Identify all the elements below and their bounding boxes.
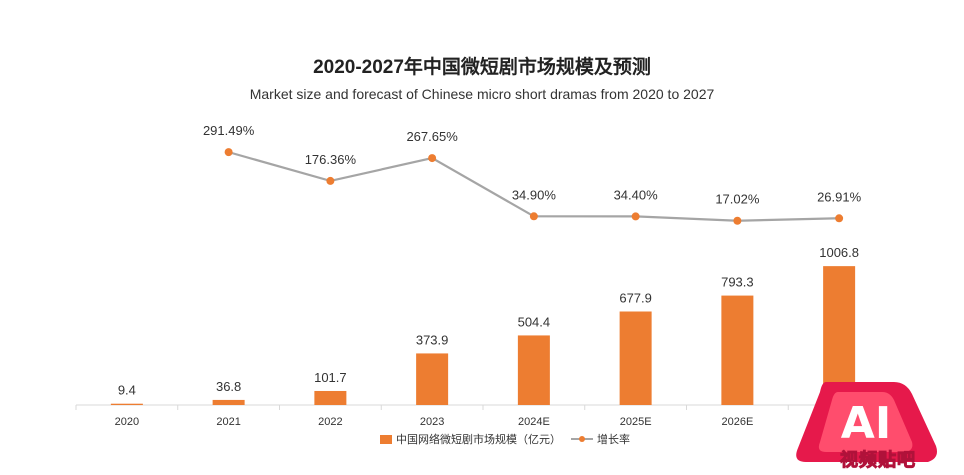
bar-label-2023: 373.9 — [416, 332, 449, 347]
x-tick-label-2023: 2023 — [420, 416, 444, 428]
legend: 中国网络微短剧市场规模（亿元） 增长率 — [380, 431, 630, 447]
bar-2025E — [619, 311, 652, 405]
growth-label-2021: 291.49% — [203, 123, 255, 138]
growth-point-2027E — [835, 214, 844, 223]
bar-label-2027E: 1006.8 — [819, 245, 859, 260]
bar-2020 — [110, 403, 143, 405]
growth-label-2022: 176.36% — [305, 152, 357, 167]
legend-label-growth-rate: 增长率 — [597, 434, 630, 446]
x-tick-label-2020: 2020 — [115, 416, 139, 428]
x-tick-label-2021: 2021 — [216, 416, 240, 428]
x-tick-label-2022: 2022 — [318, 416, 342, 428]
chart-title: 2020-2027年中国微短剧市场规模及预测 — [313, 57, 651, 78]
growth-label-2026E: 17.02% — [715, 192, 760, 207]
bar-2022 — [314, 390, 347, 405]
growth-point-2025E — [631, 212, 640, 221]
legend-item-growth-rate: 增长率 — [571, 431, 630, 447]
bar-label-2022: 101.7 — [314, 370, 347, 385]
watermark-text: 视频贴吧 — [840, 450, 916, 471]
bar-2027E — [823, 266, 856, 405]
bar-2026E — [721, 295, 754, 405]
growth-point-2024E — [529, 212, 538, 221]
bar-2021 — [212, 399, 245, 405]
legend-bar-swatch — [380, 434, 392, 444]
growth-label-2024E: 34.90% — [512, 187, 557, 202]
legend-item-market-size: 中国网络微短剧市场规模（亿元） — [380, 431, 561, 447]
watermark-badge-text: AI — [841, 398, 891, 449]
legend-label-market-size: 中国网络微短剧市场规模（亿元） — [396, 434, 561, 446]
bar-label-2024E: 504.4 — [518, 314, 551, 329]
bar-label-2020: 9.4 — [118, 383, 136, 398]
legend-line-swatch — [571, 434, 593, 444]
chart-subtitle: Market size and forecast of Chinese micr… — [249, 86, 715, 102]
bar-label-2026E: 793.3 — [721, 275, 754, 290]
growth-point-2022 — [326, 176, 335, 185]
bar-2023 — [416, 353, 449, 405]
growth-point-2023 — [428, 154, 437, 163]
growth-point-2021 — [224, 148, 233, 157]
bar-label-2021: 36.8 — [216, 379, 241, 394]
x-tick-label-2025E: 2025E — [620, 416, 652, 428]
growth-label-2023: 267.65% — [406, 129, 458, 144]
growth-label-2027E: 26.91% — [817, 189, 862, 204]
growth-label-2025E: 34.40% — [614, 187, 659, 202]
x-tick-label-2026E: 2026E — [721, 416, 753, 428]
bar-label-2025E: 677.9 — [619, 290, 652, 305]
x-tick-label-2024E: 2024E — [518, 416, 550, 428]
growth-point-2026E — [733, 216, 742, 225]
bar-2024E — [517, 335, 550, 405]
watermark-logo: AI — [796, 382, 937, 462]
